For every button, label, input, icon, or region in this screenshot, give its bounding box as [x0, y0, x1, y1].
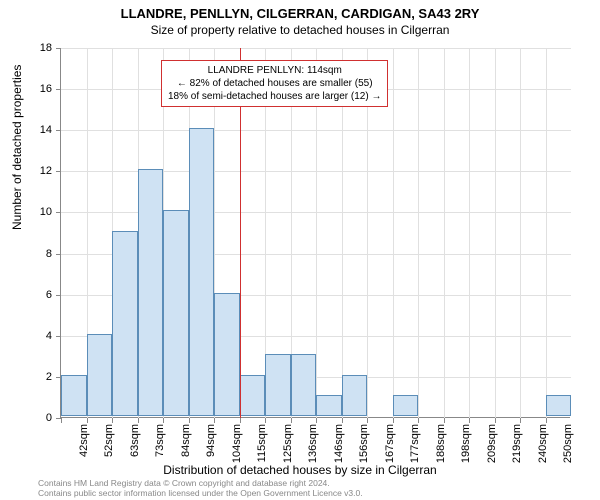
xtick-label: 73sqm — [154, 424, 166, 457]
xtick-label: 125sqm — [282, 424, 294, 463]
xtick-label: 104sqm — [231, 424, 243, 463]
xtick-label: 156sqm — [358, 424, 370, 463]
xtick-mark — [112, 418, 113, 423]
annotation-callout: LLANDRE PENLLYN: 114sqm← 82% of detached… — [161, 60, 388, 107]
ytick-label: 8 — [0, 248, 52, 260]
ytick-mark — [56, 212, 61, 213]
ytick-mark — [56, 295, 61, 296]
x-axis-title: Distribution of detached houses by size … — [0, 463, 600, 477]
xtick-mark — [291, 418, 292, 423]
ytick-mark — [56, 254, 61, 255]
histogram-bar — [546, 395, 572, 416]
xtick-label: 177sqm — [409, 424, 421, 463]
annotation-line: LLANDRE PENLLYN: 114sqm — [168, 64, 381, 77]
xtick-mark — [163, 418, 164, 423]
xtick-label: 209sqm — [486, 424, 498, 463]
gridline-vertical — [444, 48, 445, 418]
xtick-mark — [495, 418, 496, 423]
ytick-mark — [56, 171, 61, 172]
gridline-vertical — [546, 48, 547, 418]
gridline-vertical — [469, 48, 470, 418]
ytick-mark — [56, 89, 61, 90]
histogram-bar — [316, 395, 342, 416]
xtick-label: 167sqm — [384, 424, 396, 463]
histogram-bar — [189, 128, 215, 416]
ytick-mark — [56, 336, 61, 337]
xtick-label: 146sqm — [333, 424, 345, 463]
xtick-mark — [367, 418, 368, 423]
footer-line-2: Contains public sector information licen… — [38, 489, 363, 499]
gridline-vertical — [495, 48, 496, 418]
plot-box: 42sqm52sqm63sqm73sqm84sqm94sqm104sqm115s… — [60, 48, 570, 418]
histogram-bar — [112, 231, 138, 416]
histogram-bar — [342, 375, 368, 416]
histogram-bar — [61, 375, 87, 416]
xtick-label: 250sqm — [562, 424, 574, 463]
xtick-label: 94sqm — [205, 424, 217, 457]
xtick-mark — [418, 418, 419, 423]
xtick-label: 52sqm — [103, 424, 115, 457]
gridline-vertical — [393, 48, 394, 418]
xtick-mark — [138, 418, 139, 423]
xtick-mark — [189, 418, 190, 423]
histogram-bar — [265, 354, 291, 416]
histogram-bar — [291, 354, 317, 416]
xtick-label: 188sqm — [435, 424, 447, 463]
histogram-bar — [214, 293, 240, 416]
xtick-label: 219sqm — [511, 424, 523, 463]
xtick-mark — [444, 418, 445, 423]
xtick-mark — [214, 418, 215, 423]
chart-plot-area: 42sqm52sqm63sqm73sqm84sqm94sqm104sqm115s… — [60, 48, 570, 418]
xtick-mark — [265, 418, 266, 423]
gridline-vertical — [418, 48, 419, 418]
xtick-label: 42sqm — [78, 424, 90, 457]
annotation-line: 18% of semi-detached houses are larger (… — [168, 90, 381, 103]
ytick-label: 0 — [0, 412, 52, 424]
chart-main-title: LLANDRE, PENLLYN, CILGERRAN, CARDIGAN, S… — [0, 0, 600, 21]
histogram-bar — [138, 169, 164, 416]
gridline-vertical — [520, 48, 521, 418]
ytick-label: 12 — [0, 165, 52, 177]
ytick-label: 10 — [0, 206, 52, 218]
histogram-bar — [393, 395, 419, 416]
chart-sub-title: Size of property relative to detached ho… — [0, 21, 600, 37]
xtick-label: 63sqm — [129, 424, 141, 457]
ytick-mark — [56, 130, 61, 131]
xtick-label: 198sqm — [460, 424, 472, 463]
xtick-mark — [316, 418, 317, 423]
xtick-label: 115sqm — [256, 424, 268, 462]
xtick-mark — [546, 418, 547, 423]
histogram-bar — [163, 210, 189, 416]
ytick-mark — [56, 48, 61, 49]
ytick-label: 16 — [0, 83, 52, 95]
histogram-bar — [240, 375, 266, 416]
xtick-mark — [520, 418, 521, 423]
footer-attribution: Contains HM Land Registry data © Crown c… — [38, 479, 363, 499]
xtick-mark — [469, 418, 470, 423]
xtick-mark — [393, 418, 394, 423]
ytick-label: 14 — [0, 124, 52, 136]
xtick-mark — [342, 418, 343, 423]
ytick-label: 2 — [0, 371, 52, 383]
ytick-label: 18 — [0, 42, 52, 54]
annotation-line: ← 82% of detached houses are smaller (55… — [168, 77, 381, 90]
ytick-label: 4 — [0, 330, 52, 342]
xtick-label: 240sqm — [537, 424, 549, 463]
ytick-label: 6 — [0, 289, 52, 301]
xtick-mark — [61, 418, 62, 423]
xtick-label: 136sqm — [307, 424, 319, 463]
xtick-label: 84sqm — [180, 424, 192, 457]
xtick-mark — [240, 418, 241, 423]
histogram-bar — [87, 334, 113, 416]
xtick-mark — [87, 418, 88, 423]
